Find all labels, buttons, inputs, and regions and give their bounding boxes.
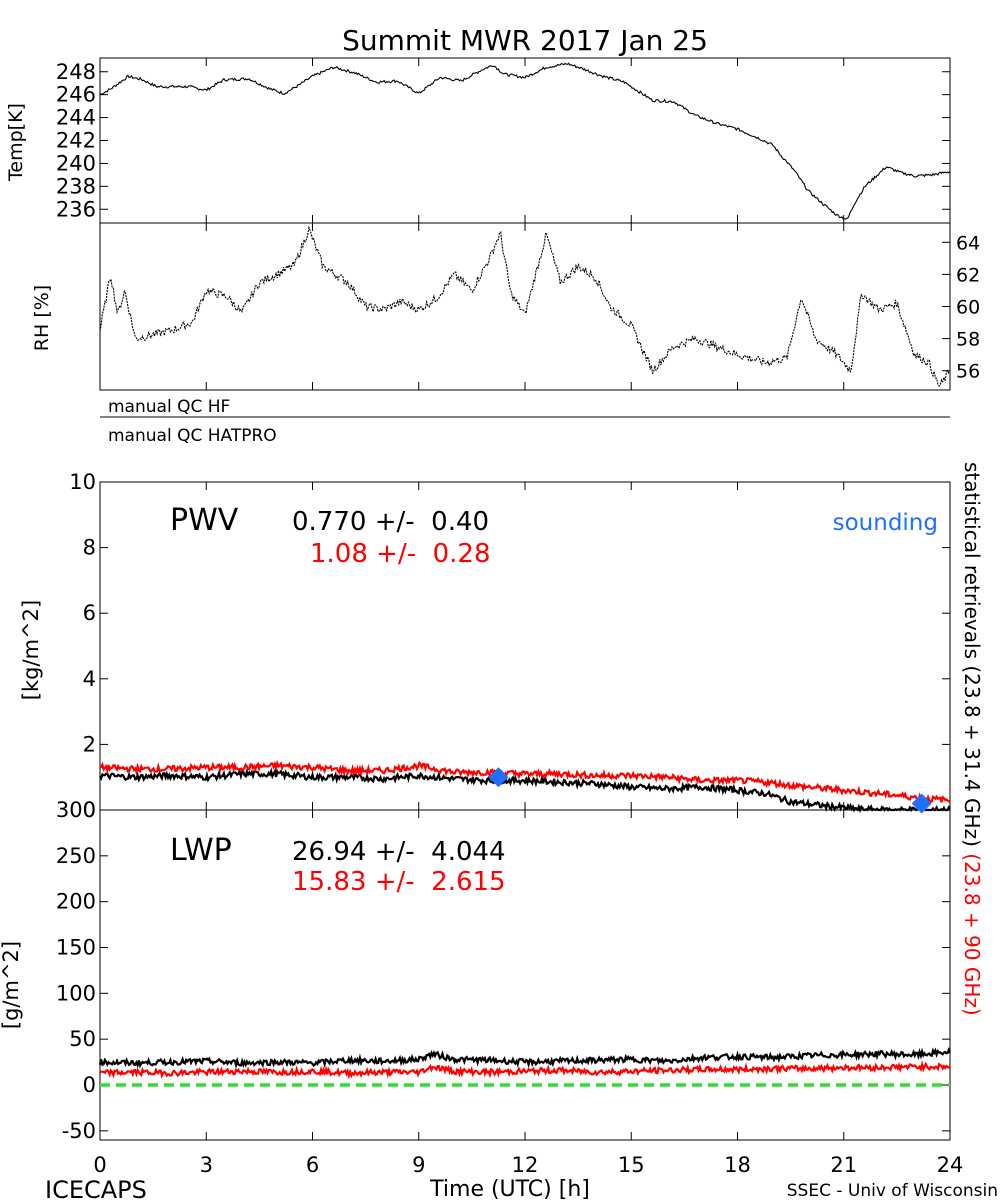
qc-row-hatpro: manual QC HATPRO <box>108 426 277 446</box>
x-tick-label: 21 <box>830 1153 857 1177</box>
rh-ylabel: RH [%] <box>31 285 53 351</box>
temp-ytick-label: 242 <box>56 129 96 153</box>
rh-ytick-label: 64 <box>956 232 980 254</box>
x-tick-label: 24 <box>937 1153 964 1177</box>
pwv-ytick-label: 8 <box>83 536 96 560</box>
temp-panel-frame <box>99 57 951 224</box>
side-label: statistical retrievals (23.8 + 31.4 GHz)… <box>960 462 984 1016</box>
x-tick-label: 18 <box>724 1153 751 1177</box>
footer-left: ICECAPS <box>45 1176 147 1200</box>
lwp-ytick-label: 250 <box>56 844 96 868</box>
pwv-ytick-label: 4 <box>83 667 96 691</box>
pwv-ylabel: [kg/m^2] <box>19 600 43 700</box>
side-label-red: (23.8 + 90 GHz) <box>960 853 984 1015</box>
side-label-black: statistical retrievals (23.8 + 31.4 GHz) <box>960 462 984 847</box>
qc-panel: manual QC HF manual QC HATPRO <box>100 397 950 446</box>
lwp-ylabel: [g/m^2] <box>0 941 23 1029</box>
lwp-series-black-line <box>98 1046 952 1070</box>
pwv-series-black-line <box>99 767 951 814</box>
temp-ytick-label: 244 <box>56 106 96 130</box>
rh-ytick-label: 56 <box>956 361 980 383</box>
x-tick-label: 12 <box>512 1153 539 1177</box>
qc-row-hf: manual QC HF <box>108 397 230 417</box>
lwp-label: LWP <box>170 833 232 868</box>
pwv-series-red-line <box>99 759 951 804</box>
lwp-ytick-label: 300 <box>56 798 96 822</box>
x-tick-label: 6 <box>306 1153 319 1177</box>
chart-marks: 23623824024224424624856586062640246810-5… <box>56 58 980 1177</box>
rh-ytick-label: 62 <box>956 264 980 286</box>
x-tick-label: 3 <box>200 1153 213 1177</box>
temp-ytick-label: 236 <box>56 197 96 221</box>
sounding-marker <box>911 793 932 814</box>
x-tick-label: 9 <box>412 1153 425 1177</box>
pwv-ytick-label: 6 <box>83 601 96 625</box>
lwp-red-stats: 15.83 +/- 2.615 <box>292 867 506 897</box>
temp-ytick-label: 248 <box>56 60 96 84</box>
x-tick-label: 15 <box>618 1153 645 1177</box>
chart-title: Summit MWR 2017 Jan 25 <box>342 24 708 57</box>
x-tick-label: 0 <box>93 1153 106 1177</box>
temp-ylabel: Temp[K] <box>5 103 27 182</box>
rh-series-black-line <box>99 225 951 387</box>
rh-ytick-label: 60 <box>956 297 980 319</box>
lwp-ytick-label: 100 <box>56 981 96 1005</box>
rh-ytick-label: 58 <box>956 329 980 351</box>
lwp-ytick-label: 0 <box>83 1073 96 1097</box>
pwv-label: PWV <box>170 503 239 538</box>
pwv-black-stats: 0.770 +/- 0.40 <box>292 507 489 537</box>
temp-ytick-label: 246 <box>56 83 96 107</box>
sounding-legend: sounding <box>833 510 938 536</box>
pwv-ytick-label: 2 <box>83 732 96 756</box>
pwv-red-stats: 1.08 +/- 0.28 <box>310 539 491 569</box>
lwp-ytick-label: -50 <box>62 1119 96 1143</box>
footer-right: SSEC - Univ of Wisconsin <box>787 1181 998 1200</box>
lwp-series-red-line <box>99 1060 951 1080</box>
x-axis-label: Time (UTC) [h] <box>429 1177 590 1200</box>
temp-series-black-line <box>99 62 951 220</box>
rh-panel-frame <box>99 222 951 391</box>
pwv-ytick-label: 0 <box>83 798 96 822</box>
lwp-black-stats: 26.94 +/- 4.044 <box>292 837 506 867</box>
sounding-marker <box>488 767 509 788</box>
temp-ytick-label: 238 <box>56 174 96 198</box>
pwv-ytick-label: 10 <box>69 470 96 494</box>
lwp-ytick-label: 200 <box>56 890 96 914</box>
lwp-ytick-label: 150 <box>56 936 96 960</box>
temp-ytick-label: 240 <box>56 151 96 175</box>
lwp-ytick-label: 50 <box>69 1027 96 1051</box>
